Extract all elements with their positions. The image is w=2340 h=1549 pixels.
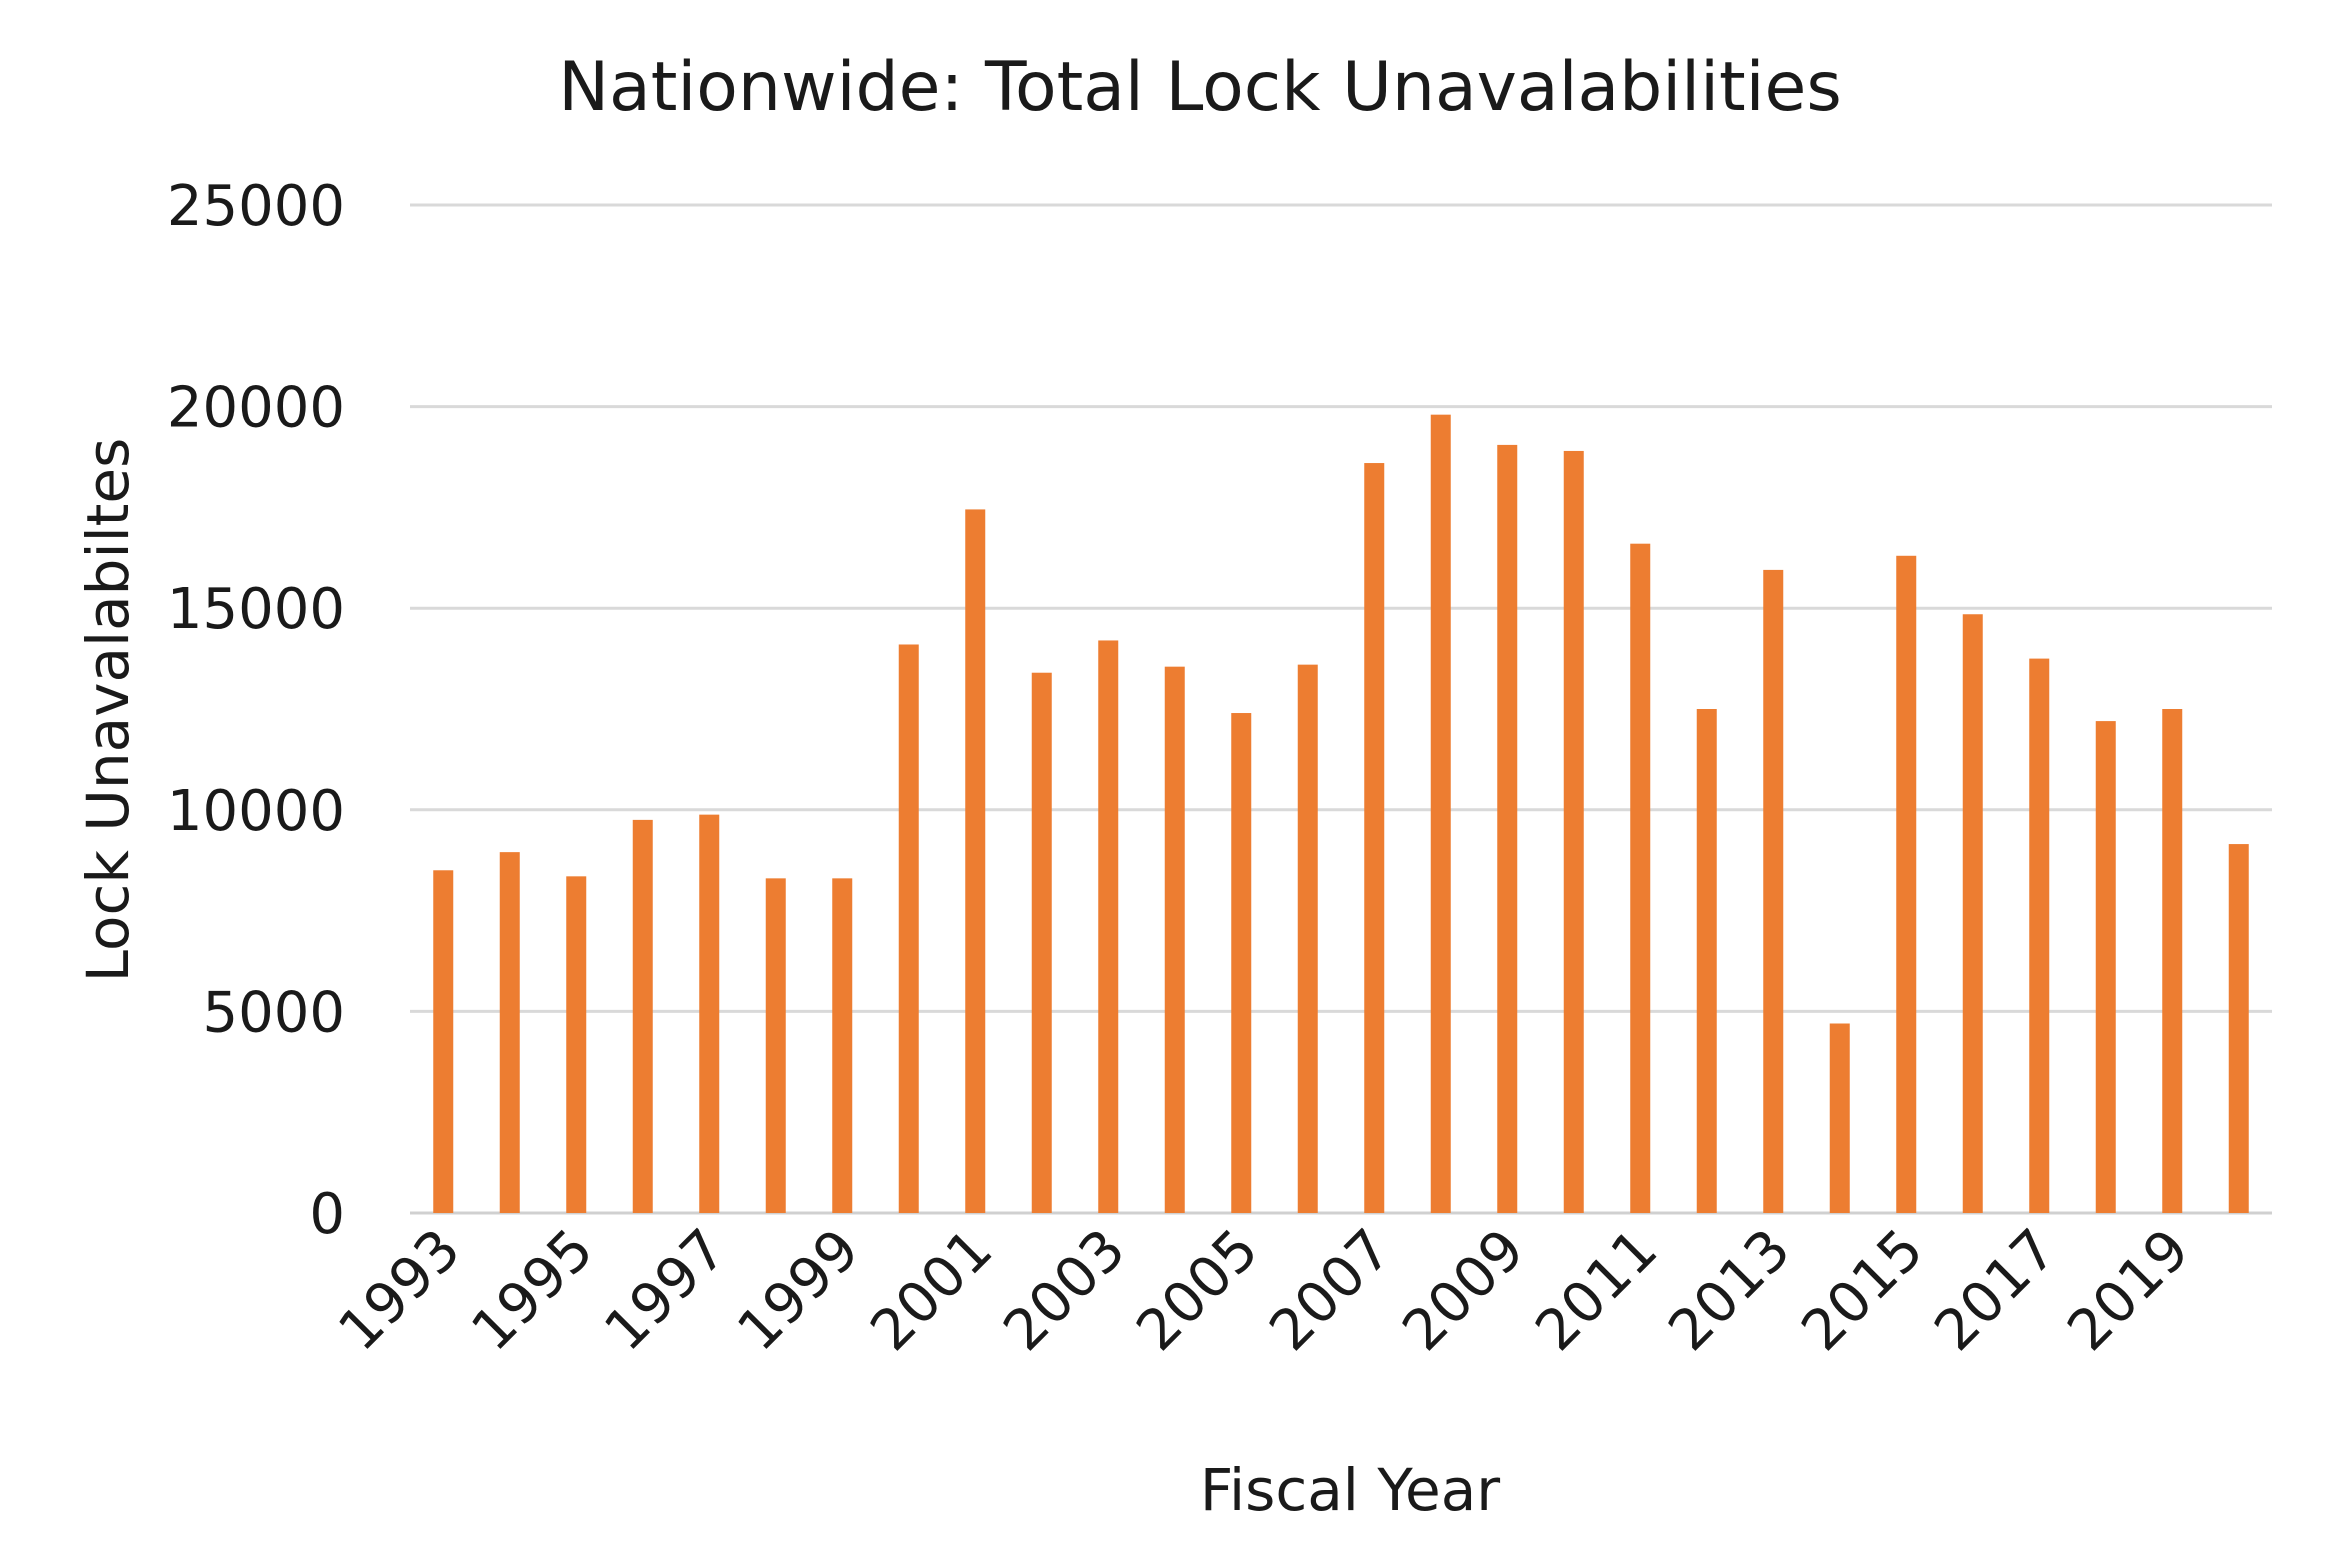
bar-1993 — [433, 870, 454, 1213]
bar-2012 — [1696, 709, 1717, 1213]
bar-2001 — [965, 509, 986, 1213]
x-axis-title: Fiscal Year — [1200, 1456, 1500, 1524]
y-tick-label: 5000 — [202, 980, 345, 1045]
x-tick-label: 2009 — [1390, 1217, 1537, 1364]
x-tick-label: 1993 — [326, 1217, 473, 1364]
bars — [433, 414, 2249, 1214]
bar-2019 — [2162, 709, 2183, 1213]
x-tick-label: 2005 — [1124, 1217, 1271, 1364]
bar-1996 — [632, 819, 653, 1213]
y-tick-label: 15000 — [167, 577, 345, 642]
y-tick-label: 10000 — [167, 779, 345, 844]
y-tick-label: 25000 — [167, 174, 345, 239]
bar-2014 — [1829, 1023, 1850, 1213]
x-tick-label: 1995 — [459, 1217, 606, 1364]
bar-2011 — [1630, 543, 1651, 1213]
bar-1994 — [499, 852, 520, 1213]
bar-2000 — [898, 644, 919, 1213]
bar-2008 — [1430, 414, 1451, 1213]
x-tick-label: 1997 — [592, 1217, 739, 1364]
bar-1998 — [765, 878, 786, 1213]
bar-2018 — [2095, 721, 2116, 1213]
bar-2009 — [1497, 444, 1518, 1213]
x-tick-label: 2003 — [991, 1217, 1138, 1364]
bar-1995 — [566, 876, 587, 1213]
x-tick-label: 2017 — [1922, 1217, 2069, 1364]
x-tick-label: 2007 — [1257, 1217, 1404, 1364]
x-axis-ticks: 1993199519971999200120032005200720092011… — [326, 1217, 2202, 1364]
gridlines — [410, 203, 2272, 1215]
bar-2020 — [2228, 844, 2249, 1213]
x-tick-label: 2011 — [1523, 1217, 1670, 1364]
bar-2015 — [1896, 555, 1917, 1213]
x-tick-label: 2001 — [858, 1217, 1005, 1364]
bar-2013 — [1763, 569, 1784, 1213]
bar-2017 — [2029, 658, 2050, 1213]
y-axis-title: Lock Unavalabiltes — [74, 438, 142, 983]
x-tick-label: 2015 — [1789, 1217, 1936, 1364]
bar-2004 — [1164, 666, 1185, 1213]
bar-2006 — [1297, 664, 1318, 1213]
bar-2002 — [1031, 672, 1052, 1213]
bar-1997 — [699, 814, 720, 1213]
bar-1999 — [832, 878, 853, 1213]
x-tick-label: 2019 — [2055, 1217, 2202, 1364]
chart-title: Nationwide: Total Lock Unavalabilities — [558, 48, 1842, 127]
y-tick-label: 0 — [309, 1182, 345, 1247]
bar-2007 — [1364, 463, 1385, 1214]
bar-2005 — [1231, 713, 1252, 1213]
x-tick-label: 2013 — [1656, 1217, 1803, 1364]
bar-2003 — [1098, 640, 1119, 1213]
x-tick-label: 1999 — [725, 1217, 872, 1364]
bar-2016 — [1962, 614, 1983, 1213]
bar-2010 — [1563, 450, 1584, 1213]
y-tick-label: 20000 — [167, 376, 345, 441]
y-axis-ticks: 0 5000 10000 15000 20000 25000 — [167, 174, 345, 1247]
